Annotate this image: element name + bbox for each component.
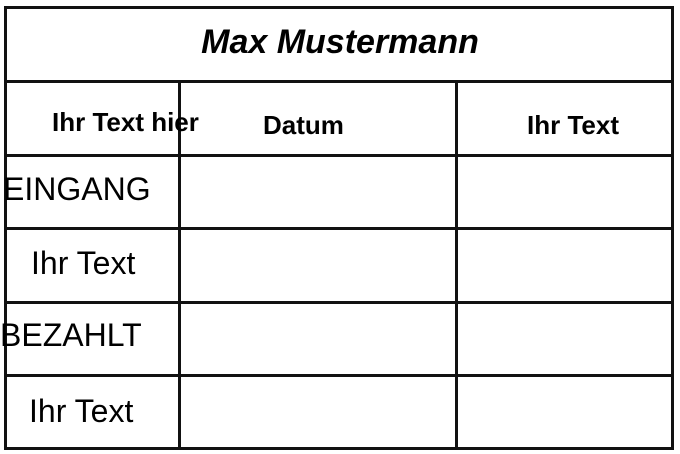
divider [4,301,674,304]
divider [4,154,674,157]
header-cell: Ihr Text hier [52,107,199,137]
border-bottom [4,447,674,450]
header-cell: Ihr Text [527,110,619,140]
column-divider [178,82,181,449]
divider [4,374,674,377]
border-top [4,6,674,9]
row-label: EINGANG [3,171,151,207]
form-title: Max Mustermann [201,23,479,61]
divider [4,227,674,230]
row-label: Ihr Text [29,393,134,429]
row-label: Ihr Text [31,245,136,281]
header-cell: Datum [263,110,344,140]
divider [4,80,674,83]
column-divider [455,82,458,449]
row-label: BEZAHLT [0,317,142,353]
